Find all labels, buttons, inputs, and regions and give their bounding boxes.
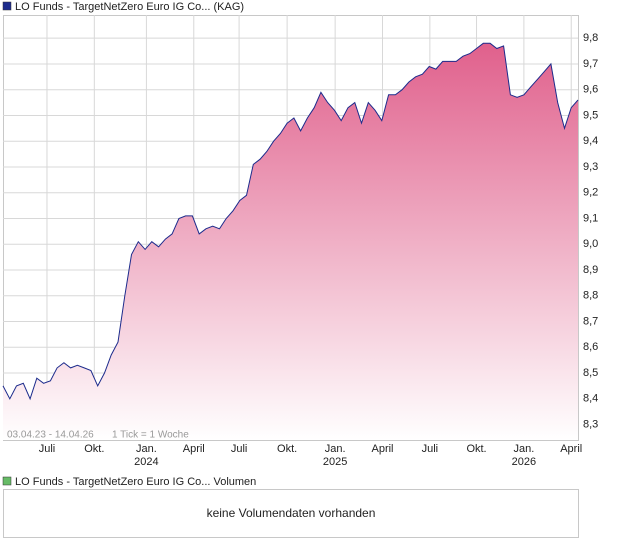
y-tick-label: 8,3 xyxy=(583,418,598,430)
volume-legend-swatch xyxy=(2,476,12,486)
x-tick-label: Okt. xyxy=(466,443,486,455)
x-tick-label: April xyxy=(371,443,393,455)
y-tick-label: 9,2 xyxy=(583,187,598,199)
y-tick-label: 9,4 xyxy=(583,135,598,147)
y-tick-label: 8,6 xyxy=(583,341,598,353)
y-tick-label: 8,8 xyxy=(583,290,598,302)
y-tick-label: 9,0 xyxy=(583,238,598,250)
y-tick-label: 8,5 xyxy=(583,367,598,379)
y-tick-label: 8,7 xyxy=(583,315,598,327)
legend-swatch xyxy=(2,1,12,11)
x-tick-year: 2026 xyxy=(512,456,536,468)
volume-panel xyxy=(3,489,579,538)
legend-label: LO Funds - TargetNetZero Euro IG Co... (… xyxy=(15,1,244,13)
price-line xyxy=(2,42,579,401)
volume-message: keine Volumendaten vorhanden xyxy=(207,506,376,520)
x-tick-label: Jan. xyxy=(136,443,157,455)
x-tick-year: 2025 xyxy=(323,456,347,468)
range-note: 03.04.23 - 14.04.26 xyxy=(7,430,94,441)
y-tick-label: 9,5 xyxy=(583,109,598,121)
y-tick-label: 8,4 xyxy=(583,393,598,405)
y-tick-label: 8,9 xyxy=(583,264,598,276)
x-tick-label: Jan. xyxy=(513,443,534,455)
x-tick-label: April xyxy=(183,443,205,455)
volume-legend-label: LO Funds - TargetNetZero Euro IG Co... V… xyxy=(15,476,256,488)
x-tick-label: Okt. xyxy=(84,443,104,455)
x-tick-label: Jan. xyxy=(325,443,346,455)
x-tick-label: Juli xyxy=(231,443,248,455)
x-tick-label: Juli xyxy=(39,443,56,455)
y-tick-label: 9,3 xyxy=(583,161,598,173)
x-tick-year: 2024 xyxy=(134,456,158,468)
price-area xyxy=(3,43,578,441)
y-tick-label: 9,7 xyxy=(583,58,598,70)
x-tick-label: Juli xyxy=(422,443,439,455)
x-tick-label: April xyxy=(560,443,582,455)
tick-note: 1 Tick = 1 Woche xyxy=(112,430,189,441)
x-tick-label: Okt. xyxy=(277,443,297,455)
y-tick-label: 9,8 xyxy=(583,32,598,44)
y-tick-label: 9,6 xyxy=(583,84,598,96)
y-tick-label: 9,1 xyxy=(583,212,598,224)
